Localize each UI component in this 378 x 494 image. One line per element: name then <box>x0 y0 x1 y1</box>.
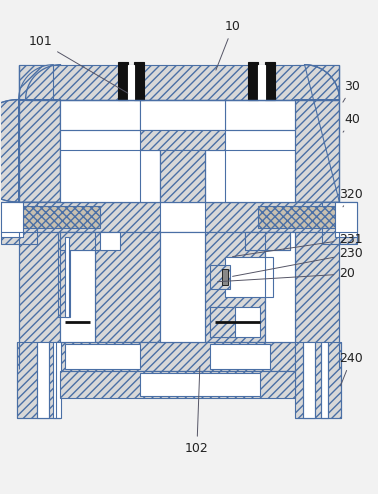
Bar <box>65 237 70 317</box>
Bar <box>210 344 270 369</box>
Bar <box>118 62 128 100</box>
Bar <box>100 232 120 250</box>
Bar <box>210 265 230 289</box>
Bar <box>222 269 228 285</box>
Bar <box>335 202 357 237</box>
Bar <box>1 202 23 237</box>
Bar <box>205 100 294 202</box>
Bar <box>248 62 258 100</box>
Bar <box>205 232 265 342</box>
Bar <box>60 100 140 130</box>
Text: 102: 102 <box>185 367 209 455</box>
Bar <box>205 150 294 202</box>
Bar <box>245 232 290 250</box>
Text: 231: 231 <box>232 233 363 256</box>
Text: 320: 320 <box>339 188 363 207</box>
Bar <box>225 257 273 297</box>
Bar <box>160 202 205 232</box>
Bar <box>60 150 160 202</box>
Bar <box>60 232 105 250</box>
Bar <box>321 342 328 418</box>
Bar <box>60 100 160 202</box>
Bar <box>302 342 314 418</box>
Bar <box>140 130 225 150</box>
Bar <box>294 342 341 418</box>
Bar <box>60 370 294 399</box>
Bar <box>19 65 339 100</box>
Bar <box>17 342 60 418</box>
Text: 40: 40 <box>343 113 360 132</box>
Text: 30: 30 <box>343 80 360 102</box>
Text: 240: 240 <box>339 352 363 386</box>
Bar <box>59 232 70 317</box>
Text: 20: 20 <box>218 267 355 282</box>
Polygon shape <box>19 65 54 100</box>
Text: 230: 230 <box>232 247 363 276</box>
Bar <box>60 232 95 342</box>
Bar <box>128 65 134 100</box>
Polygon shape <box>0 100 60 202</box>
Bar <box>265 232 294 342</box>
Bar <box>140 100 225 130</box>
Bar <box>60 342 294 370</box>
Bar <box>322 202 357 244</box>
Text: 101: 101 <box>29 35 128 93</box>
Bar <box>210 307 235 337</box>
Bar <box>19 202 339 232</box>
Bar <box>265 62 275 100</box>
Bar <box>19 65 60 202</box>
Bar <box>294 232 339 369</box>
Bar <box>134 62 144 100</box>
Bar <box>19 232 60 369</box>
Bar <box>140 372 260 397</box>
Bar <box>21 206 100 228</box>
Bar <box>160 232 205 342</box>
Bar <box>160 150 205 202</box>
Bar <box>225 100 294 130</box>
Bar <box>65 344 140 369</box>
Bar <box>60 232 105 250</box>
Polygon shape <box>294 65 339 202</box>
Bar <box>245 232 290 250</box>
Bar <box>294 65 339 202</box>
Bar <box>95 232 160 342</box>
Bar <box>37 342 48 418</box>
Bar <box>210 307 260 337</box>
Bar <box>258 65 265 100</box>
Bar <box>54 342 62 418</box>
Bar <box>258 206 338 228</box>
Text: 10: 10 <box>216 20 241 70</box>
Bar <box>1 202 37 244</box>
